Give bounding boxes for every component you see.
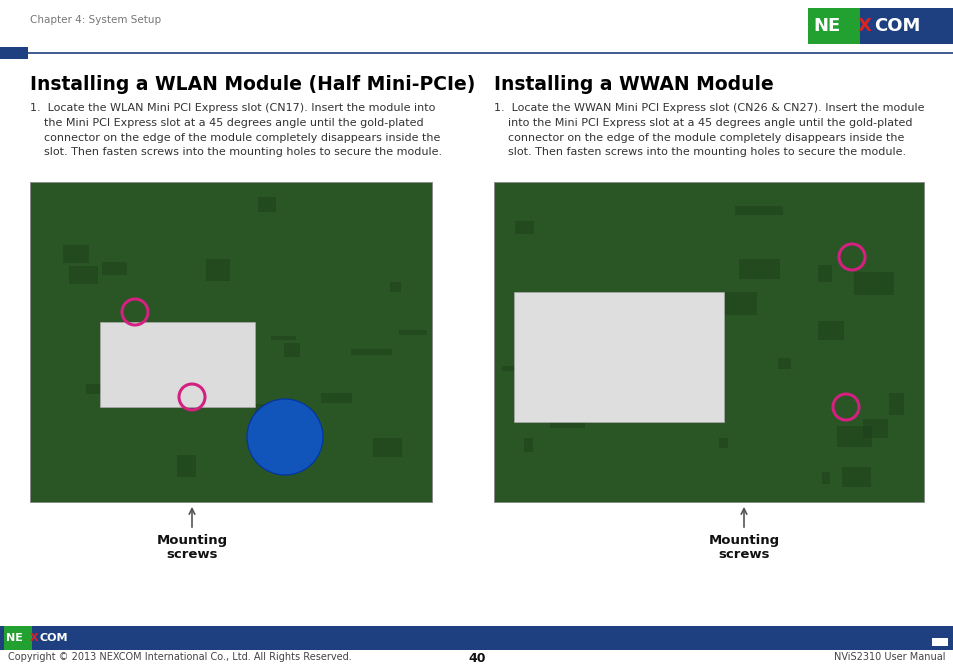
Bar bbox=[821, 472, 830, 484]
Bar bbox=[859, 8, 953, 44]
Bar bbox=[524, 437, 533, 452]
Text: COM: COM bbox=[873, 17, 920, 35]
Bar bbox=[373, 438, 402, 457]
Text: Copyright © 2013 NEXCOM International Co., Ltd. All Rights Reserved.: Copyright © 2013 NEXCOM International Co… bbox=[8, 652, 352, 662]
Bar bbox=[526, 377, 567, 390]
Text: screws: screws bbox=[718, 548, 769, 561]
Bar bbox=[114, 357, 159, 362]
Bar bbox=[888, 393, 902, 415]
Bar bbox=[817, 321, 843, 340]
Bar bbox=[284, 343, 300, 357]
Bar bbox=[515, 221, 534, 235]
Bar bbox=[735, 206, 782, 215]
Bar bbox=[719, 438, 727, 448]
Bar bbox=[0, 47, 28, 59]
Bar bbox=[4, 626, 32, 650]
Text: NViS2310 User Manual: NViS2310 User Manual bbox=[834, 652, 945, 662]
Bar bbox=[398, 330, 426, 335]
Bar bbox=[588, 305, 603, 325]
Bar bbox=[63, 245, 89, 263]
Text: Installing a WLAN Module (Half Mini-PCIe): Installing a WLAN Module (Half Mini-PCIe… bbox=[30, 75, 475, 94]
Bar bbox=[514, 292, 723, 422]
Bar bbox=[0, 626, 953, 650]
Bar bbox=[390, 282, 400, 292]
Text: X: X bbox=[30, 633, 38, 643]
Circle shape bbox=[247, 399, 323, 475]
Bar bbox=[100, 322, 254, 407]
Text: 1.  Locate the WLAN Mini PCI Express slot (CN17). Insert the module into
    the: 1. Locate the WLAN Mini PCI Express slot… bbox=[30, 103, 441, 157]
Bar bbox=[817, 265, 831, 282]
Bar bbox=[564, 353, 591, 372]
Bar bbox=[777, 358, 790, 369]
Bar bbox=[931, 630, 947, 638]
Bar bbox=[550, 421, 584, 428]
Bar bbox=[258, 197, 275, 212]
Bar bbox=[206, 259, 230, 281]
Bar bbox=[501, 366, 528, 371]
Bar bbox=[862, 419, 887, 437]
Bar bbox=[203, 380, 237, 391]
Bar bbox=[271, 336, 295, 340]
Text: NE: NE bbox=[6, 633, 23, 643]
Bar bbox=[351, 349, 392, 355]
Text: screws: screws bbox=[166, 548, 217, 561]
Bar bbox=[715, 292, 756, 314]
Bar bbox=[320, 393, 352, 403]
Text: COM: COM bbox=[40, 633, 69, 643]
Text: Mounting: Mounting bbox=[708, 534, 779, 547]
Bar bbox=[255, 404, 302, 427]
Bar bbox=[494, 182, 923, 502]
Text: 40: 40 bbox=[468, 652, 485, 665]
Bar bbox=[176, 455, 196, 477]
Bar bbox=[150, 344, 188, 358]
Bar bbox=[86, 384, 107, 394]
Bar bbox=[739, 259, 779, 279]
Bar bbox=[70, 266, 98, 284]
Bar bbox=[841, 467, 870, 487]
Bar bbox=[30, 182, 432, 502]
Bar bbox=[837, 426, 871, 446]
Bar bbox=[134, 327, 170, 347]
Bar bbox=[102, 262, 127, 275]
Text: Chapter 4: System Setup: Chapter 4: System Setup bbox=[30, 15, 161, 25]
Text: X: X bbox=[857, 17, 871, 35]
Bar bbox=[931, 638, 947, 646]
Bar bbox=[173, 333, 196, 353]
Bar bbox=[807, 8, 859, 44]
Text: NE: NE bbox=[812, 17, 840, 35]
Text: Mounting: Mounting bbox=[156, 534, 228, 547]
Bar bbox=[853, 271, 893, 294]
Text: Installing a WWAN Module: Installing a WWAN Module bbox=[494, 75, 773, 94]
Text: 1.  Locate the WWAN Mini PCI Express slot (CN26 & CN27). Insert the module
    i: 1. Locate the WWAN Mini PCI Express slot… bbox=[494, 103, 923, 157]
